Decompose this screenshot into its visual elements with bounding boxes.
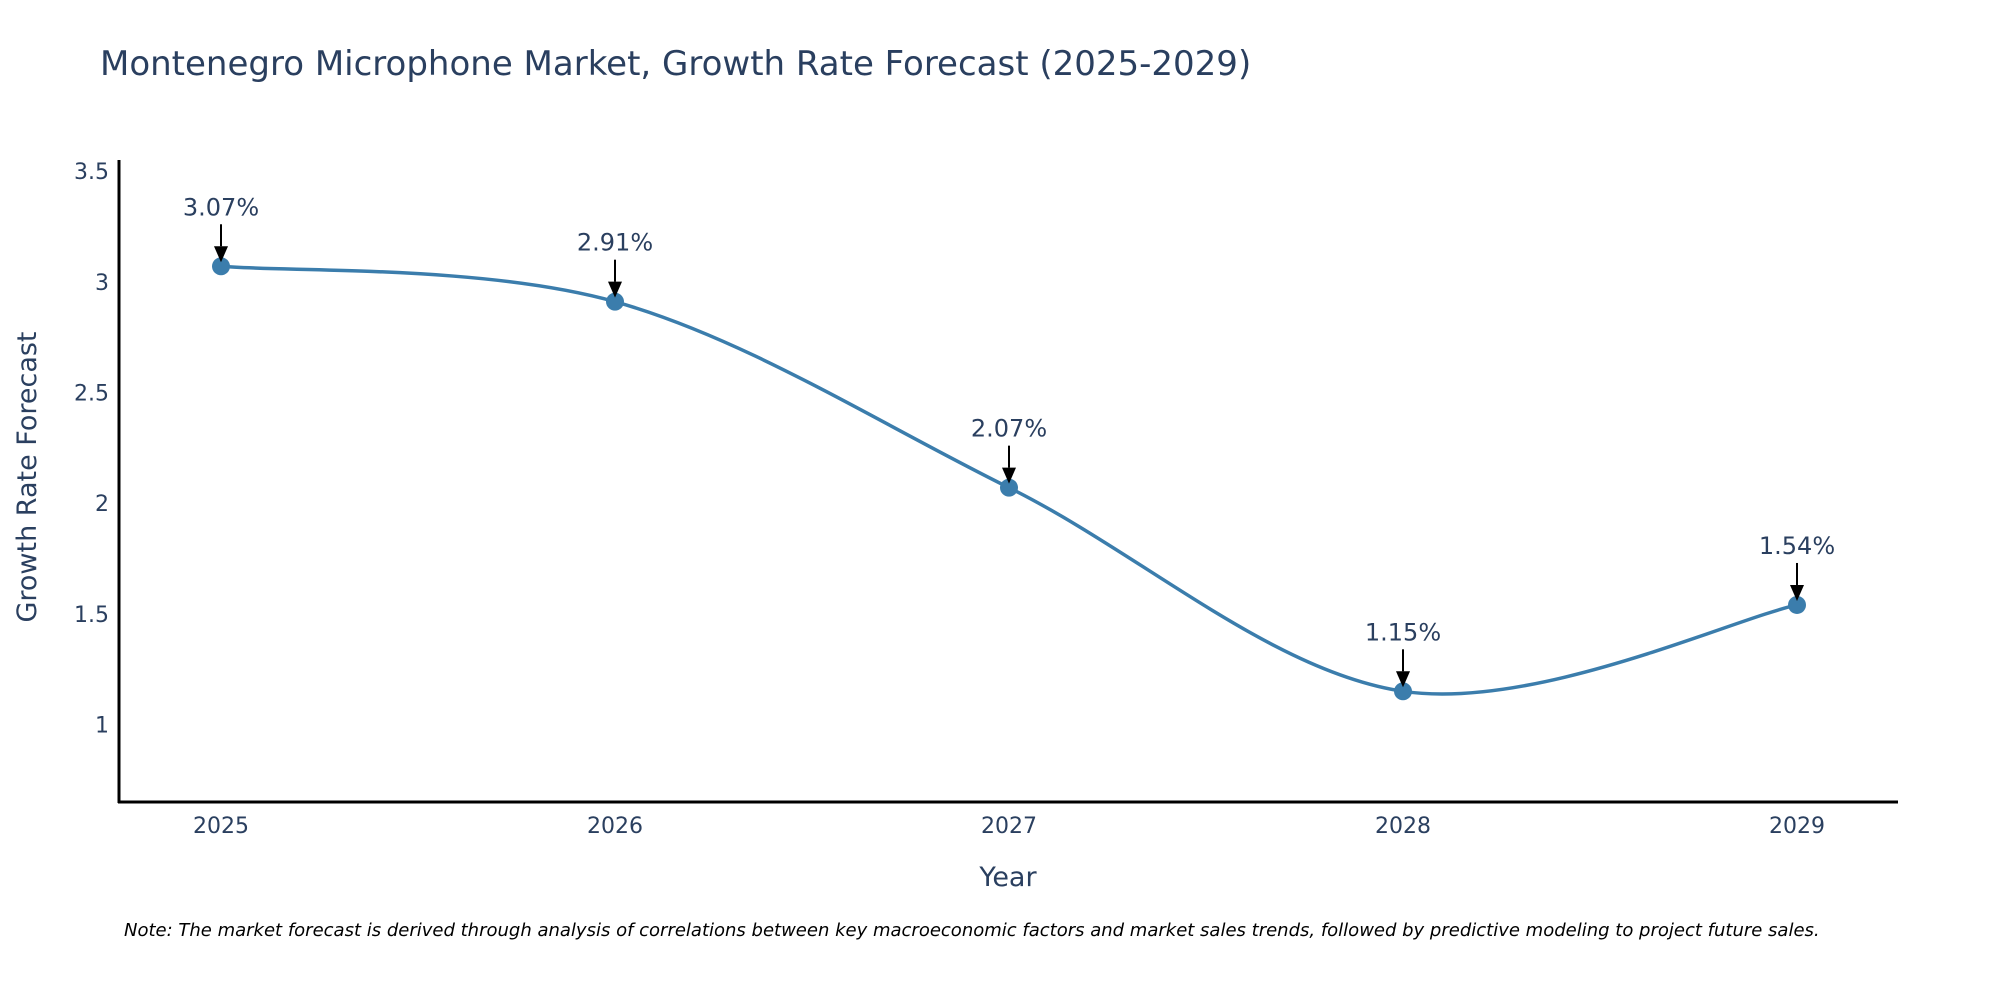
x-tick-label: 2025 (193, 814, 249, 839)
x-tick-label: 2026 (587, 814, 643, 839)
annotations-group: 3.07% 2.91% 2.07% 1.15% 1.54% (183, 193, 1835, 688)
data-label: 2.91% (577, 229, 653, 257)
x-tick-label: 2028 (1375, 814, 1431, 839)
footnote: Note: The market forecast is derived thr… (124, 920, 1820, 941)
data-label: 3.07% (183, 193, 259, 221)
annotation-arrow-head (1790, 584, 1804, 601)
y-tick-label: 1 (95, 714, 109, 739)
x-axis-title: Year (978, 862, 1037, 893)
y-tick-label: 2.5 (74, 381, 109, 406)
y-tick-label: 3.5 (74, 160, 109, 185)
axes: 1 1.5 2 2.5 3 3.5 2025 2026 2027 2028 2029 (74, 160, 1898, 839)
x-tick-label: 2029 (1769, 814, 1825, 839)
data-label: 2.07% (971, 415, 1047, 443)
annotation-arrow-head (608, 281, 622, 298)
data-point[interactable] (1000, 478, 1018, 497)
y-axis-title: Growth Rate Forecast (12, 331, 43, 622)
data-label: 1.54% (1759, 532, 1835, 560)
data-label: 1.15% (1365, 618, 1441, 646)
data-point[interactable] (212, 257, 230, 276)
data-point[interactable] (606, 292, 624, 311)
x-tick-label: 2027 (981, 814, 1037, 839)
y-tick-label: 2 (95, 492, 109, 517)
data-point[interactable] (1788, 595, 1806, 614)
annotation-arrow-head (1002, 467, 1016, 484)
y-tick-label: 1.5 (74, 603, 109, 628)
data-point[interactable] (1394, 682, 1412, 701)
chart-title: Montenegro Microphone Market, Growth Rat… (100, 44, 1252, 84)
annotation-arrow-head (214, 246, 228, 263)
annotation-arrow-head (1396, 671, 1410, 688)
y-tick-label: 3 (95, 271, 109, 296)
data-points-group (212, 257, 1806, 701)
